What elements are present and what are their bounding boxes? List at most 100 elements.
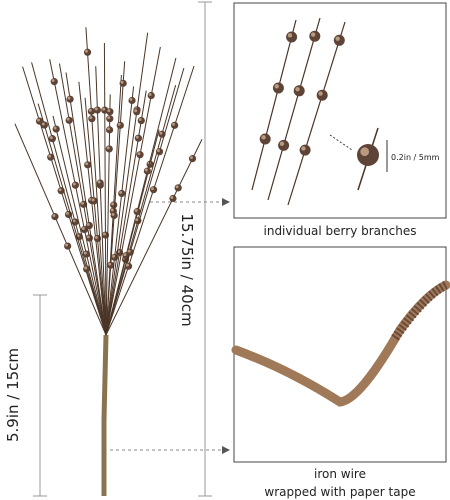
berry-glint — [134, 109, 138, 113]
berry-glint — [318, 91, 323, 96]
berry-glint — [51, 79, 55, 82]
berry — [272, 82, 284, 94]
berry-glint — [123, 253, 127, 257]
berry-glint — [102, 107, 106, 111]
arrow — [222, 446, 230, 454]
twig — [84, 97, 107, 336]
berry-glint — [72, 219, 76, 223]
berry-glint — [127, 249, 131, 253]
twig — [85, 27, 107, 336]
twig — [14, 123, 107, 336]
berry — [299, 144, 311, 156]
berry-glint — [83, 251, 87, 255]
berry-glint — [112, 254, 115, 258]
berry — [136, 151, 144, 159]
berry — [155, 148, 164, 156]
twig — [103, 43, 107, 336]
twig — [52, 115, 107, 336]
berry-glint — [52, 214, 56, 217]
berry — [110, 201, 118, 209]
twig — [105, 61, 126, 336]
twig — [105, 139, 203, 336]
total-length-label: 15.75in / 40cm — [178, 213, 196, 326]
berry-glint — [65, 243, 69, 247]
berry — [134, 134, 142, 142]
berry-glint — [138, 118, 142, 121]
berry-glint — [144, 168, 148, 172]
arrow — [222, 198, 230, 206]
panel-caption: individual berry branches — [264, 224, 417, 238]
berry — [71, 181, 80, 189]
berry-glint — [135, 135, 139, 139]
wire-detail — [231, 280, 450, 407]
berry — [259, 133, 271, 145]
berry — [188, 155, 197, 163]
twig — [78, 81, 107, 336]
berry-glint — [295, 86, 300, 92]
berry-glint — [88, 108, 92, 112]
berry — [64, 242, 72, 250]
berry — [84, 161, 92, 169]
berry-glint — [111, 212, 115, 216]
berry-glint — [86, 223, 90, 226]
berry-glint — [156, 149, 160, 153]
panel-caption: iron wire — [314, 467, 366, 481]
berry — [50, 78, 58, 86]
twig — [251, 19, 297, 191]
berry-size-label: 0.2in / 5mm — [391, 153, 440, 162]
twig — [49, 59, 107, 336]
berry — [83, 48, 92, 56]
berry-glint — [172, 122, 175, 126]
berry — [106, 115, 114, 123]
berry — [119, 79, 127, 87]
berry-glint — [106, 146, 110, 150]
berry — [278, 139, 290, 151]
dimension-stem — [33, 294, 47, 497]
berry-glint — [137, 152, 141, 156]
berry-glint — [159, 131, 163, 135]
berry-glint — [84, 266, 88, 270]
berry-glint — [119, 190, 123, 194]
berry — [128, 96, 136, 105]
berry — [52, 125, 60, 133]
berry-glint — [360, 147, 370, 157]
berry — [96, 179, 104, 187]
berry-glint — [261, 135, 266, 140]
twig — [105, 32, 149, 336]
berry-glint — [81, 227, 85, 230]
twig — [65, 72, 107, 336]
berry — [48, 135, 56, 143]
berry-glint — [170, 195, 174, 199]
berry — [106, 108, 114, 116]
twig — [22, 66, 107, 336]
twig — [105, 84, 177, 336]
berry — [93, 106, 102, 114]
berry-glint — [126, 263, 129, 267]
berry-glint — [49, 136, 53, 140]
stem-length-label: 5.9in / 15cm — [4, 348, 22, 442]
berry — [137, 116, 145, 125]
berry-glint — [190, 156, 193, 159]
berry — [357, 144, 379, 166]
berry-glint — [287, 33, 293, 38]
twig — [105, 65, 195, 336]
berry — [316, 89, 328, 101]
berry-glint — [36, 118, 40, 122]
berry-glint — [134, 209, 138, 212]
berry — [171, 121, 179, 129]
berry-glint — [148, 93, 152, 96]
berry — [110, 211, 118, 220]
berry-glint — [310, 32, 316, 37]
berry-glint — [85, 49, 88, 53]
twig — [58, 63, 107, 336]
berry-glint — [91, 198, 95, 202]
berry — [133, 108, 141, 116]
berry-glint — [66, 211, 69, 215]
berry-glint — [85, 162, 89, 166]
berry — [169, 194, 177, 203]
berry — [88, 115, 96, 123]
pointer — [329, 134, 353, 151]
berry-glint — [335, 36, 340, 41]
panel-caption: wrapped with paper tape — [264, 485, 415, 499]
berry — [65, 116, 73, 124]
